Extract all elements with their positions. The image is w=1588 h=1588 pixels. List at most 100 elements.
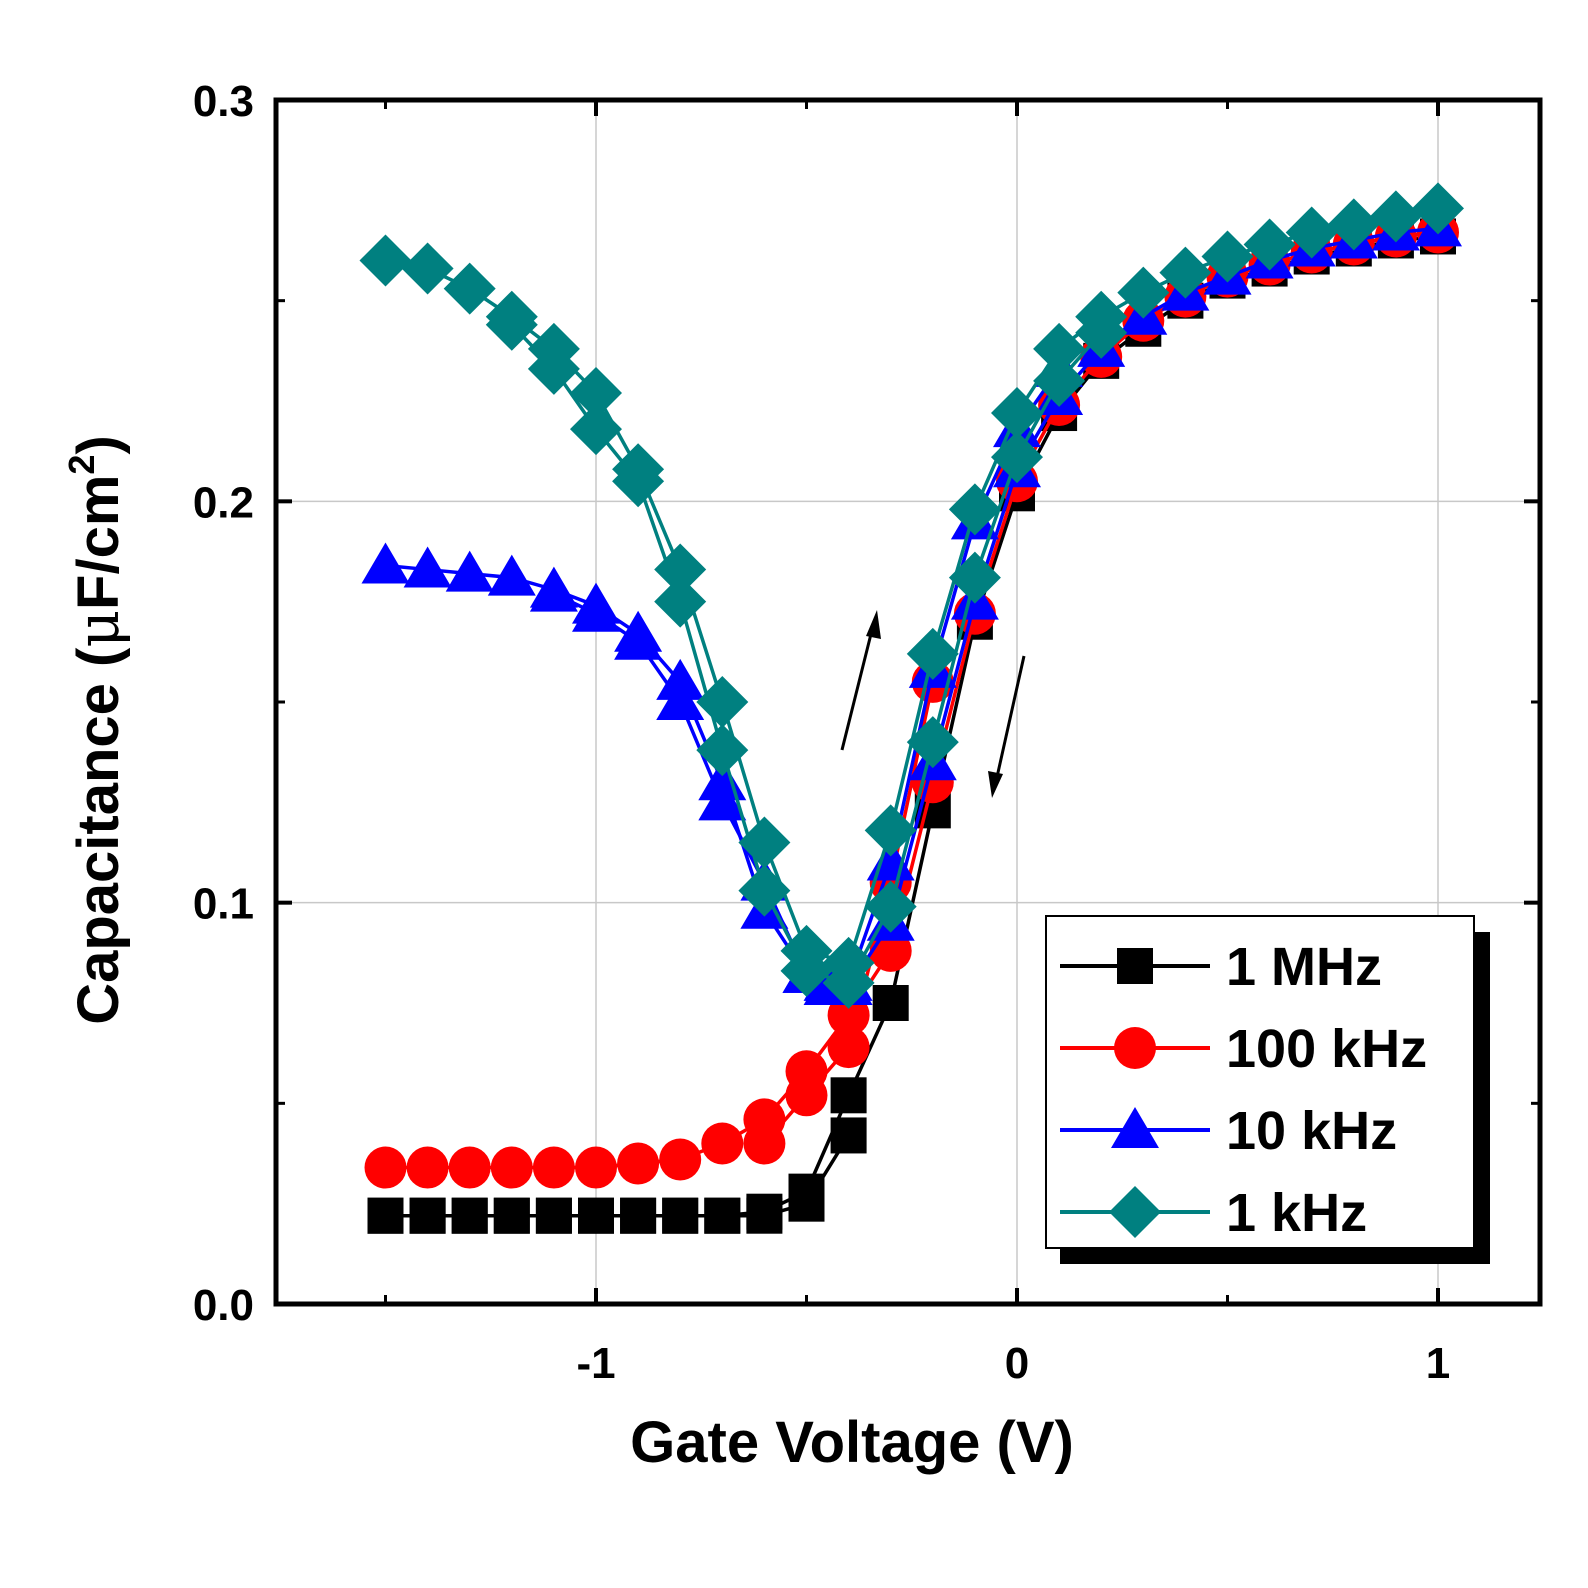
data-point	[409, 1197, 446, 1234]
legend: 1 MHz 100 kHz 10 kHz 1 kHz	[1045, 915, 1490, 1264]
data-point	[654, 543, 707, 596]
data-point	[575, 1146, 617, 1189]
data-point	[1075, 306, 1128, 359]
sweep-direction-arrows	[840, 610, 1026, 798]
data-point	[830, 1077, 867, 1114]
y-axis-title-greek: μ	[64, 610, 132, 648]
y-axis-title-suffix: )	[66, 435, 131, 454]
y-axis-title-prefix: Capacitance (	[66, 647, 131, 1025]
legend-label: 10 kHz	[1226, 1101, 1397, 1161]
x-tick-label: 1	[1426, 1339, 1450, 1388]
sweep-up-arrowhead	[866, 610, 881, 639]
data-point	[906, 627, 959, 680]
data-point	[529, 570, 578, 612]
y-tick-label: 0.0	[193, 1281, 254, 1330]
legend-marker	[1111, 1107, 1159, 1148]
data-point	[1285, 206, 1338, 259]
data-point	[780, 944, 833, 997]
data-point	[696, 724, 749, 777]
data-point	[1243, 218, 1296, 271]
y-axis-title-superscript: 2	[61, 455, 102, 475]
data-point	[948, 483, 1001, 536]
sweep-up-arrow	[840, 621, 876, 751]
data-point	[864, 804, 917, 857]
data-point	[361, 542, 410, 584]
x-tick-label: 0	[1005, 1339, 1029, 1388]
data-point	[617, 1142, 660, 1185]
y-tick-label: 0.2	[193, 478, 254, 527]
data-point	[443, 262, 496, 315]
data-point	[485, 298, 538, 351]
data-point	[359, 234, 412, 287]
data-point	[662, 1197, 699, 1234]
data-point	[698, 779, 747, 821]
sweep-down-arrow	[993, 655, 1026, 787]
data-point	[991, 431, 1043, 484]
data-point	[527, 342, 580, 395]
legend-label: 100 kHz	[1226, 1019, 1427, 1079]
legend-label: 1 MHz	[1226, 937, 1382, 997]
data-point	[746, 1197, 783, 1234]
data-point	[1117, 266, 1170, 319]
data-point	[570, 403, 622, 456]
x-tick-label: -1	[576, 1339, 615, 1388]
data-point	[445, 550, 494, 592]
y-tick-label: 0.3	[193, 77, 254, 126]
data-series	[359, 182, 1464, 1234]
data-point	[490, 1146, 533, 1189]
data-point	[535, 1197, 572, 1234]
y-axis-title-unit: F/cm	[66, 475, 131, 610]
data-point	[532, 1146, 575, 1189]
data-point	[830, 1117, 867, 1154]
data-point	[364, 1146, 407, 1189]
data-point	[570, 366, 622, 419]
axis-ticks: -1 0 1 0.0 0.1 0.2 0.3	[193, 77, 1540, 1388]
data-point	[572, 590, 620, 632]
legend-marker	[1114, 1027, 1156, 1069]
legend-label: 1 kHz	[1226, 1183, 1367, 1243]
data-point	[614, 618, 663, 660]
data-point	[620, 1197, 657, 1234]
x-axis-title: Gate Voltage (V)	[630, 1410, 1074, 1475]
data-point	[578, 1197, 614, 1234]
data-point	[1369, 190, 1422, 243]
data-point	[948, 551, 1001, 604]
data-point	[451, 1197, 488, 1234]
data-point	[1412, 182, 1464, 235]
data-point	[1159, 246, 1212, 299]
data-point	[1033, 354, 1086, 407]
data-point	[1201, 230, 1254, 283]
data-point	[696, 676, 749, 728]
data-point	[872, 985, 909, 1021]
data-point	[448, 1146, 491, 1189]
data-point	[906, 716, 959, 769]
data-point	[1327, 198, 1380, 251]
data-point	[743, 1122, 786, 1165]
data-point	[991, 387, 1043, 440]
data-point	[403, 546, 452, 588]
data-point	[788, 1185, 825, 1222]
data-point	[367, 1197, 404, 1234]
data-point	[864, 880, 917, 933]
data-point	[406, 1146, 449, 1189]
data-point	[401, 242, 454, 295]
y-axis-title: Capacitance (μF/cm2)	[61, 435, 132, 1025]
y-tick-label: 0.1	[193, 880, 254, 929]
sweep-down-arrowhead	[988, 771, 1003, 798]
data-point	[612, 455, 665, 508]
data-point	[654, 575, 707, 628]
data-point	[738, 864, 791, 917]
data-point	[738, 816, 791, 869]
data-point	[1033, 322, 1086, 375]
data-point	[822, 956, 875, 1009]
data-point	[827, 1026, 870, 1069]
data-point	[487, 554, 536, 596]
legend-marker	[1117, 948, 1153, 984]
data-point	[656, 679, 705, 720]
data-point	[701, 1122, 744, 1165]
data-point	[659, 1138, 702, 1181]
data-point	[785, 1074, 828, 1117]
series-1-khz	[359, 182, 1464, 1009]
data-point	[493, 1197, 530, 1234]
